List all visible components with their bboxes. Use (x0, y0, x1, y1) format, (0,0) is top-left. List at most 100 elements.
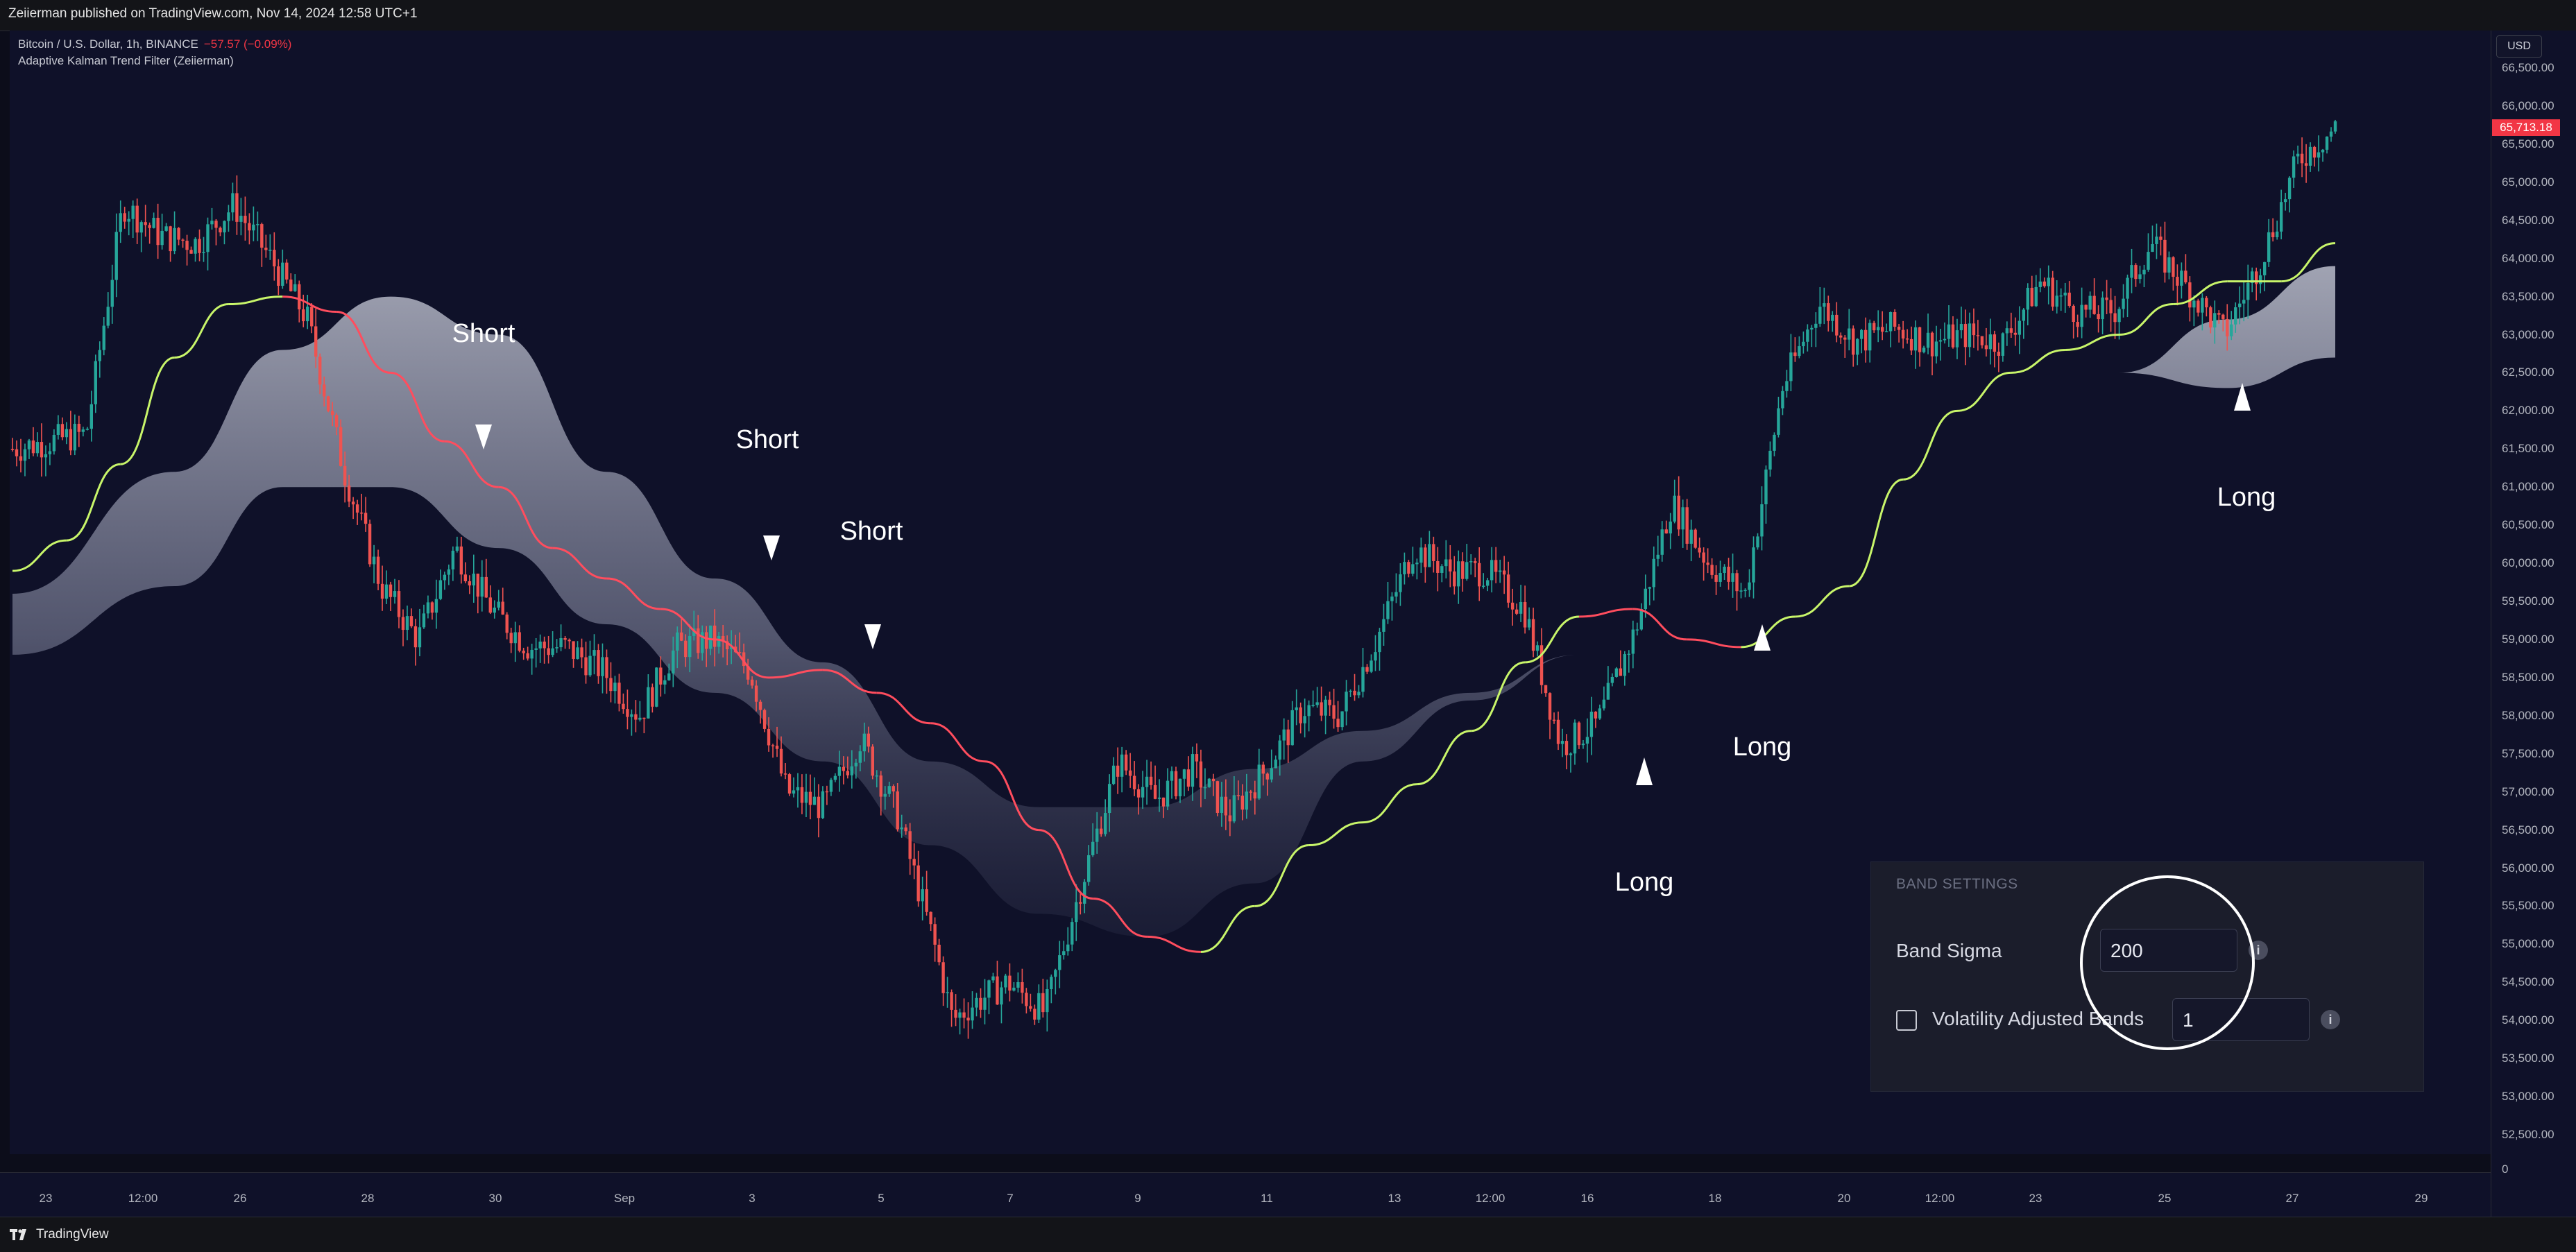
candle-body (1685, 507, 1689, 544)
candle-body (717, 635, 721, 647)
candle-body (1345, 692, 1348, 712)
candle (384, 570, 389, 604)
candle (2130, 248, 2133, 293)
indicator-legend[interactable]: Adaptive Kalman Trend Filter (Zeiierman) (18, 54, 234, 67)
candle (1523, 585, 1527, 634)
time-scale[interactable] (0, 1172, 2491, 1217)
candle (1403, 552, 1406, 585)
candle (705, 626, 708, 667)
trend-line-segment (660, 608, 715, 641)
candle-body (522, 651, 525, 653)
candle-body (2051, 277, 2054, 307)
candle (1527, 607, 1531, 631)
price-scale[interactable] (2491, 31, 2576, 1217)
candle-body (1644, 588, 1647, 610)
candle (476, 573, 479, 614)
candle (2279, 189, 2283, 240)
candle (1349, 689, 1352, 697)
candle (1386, 581, 1390, 624)
candle (231, 182, 234, 221)
candle-body (1926, 332, 1930, 348)
candle (854, 758, 858, 779)
candle (626, 689, 629, 730)
candle (1370, 654, 1373, 674)
candle-body (1984, 345, 1988, 350)
candle (2321, 148, 2325, 162)
trend-line-segment (2011, 348, 2065, 374)
candle (69, 411, 73, 456)
candle (2001, 332, 2005, 362)
candle (389, 581, 393, 612)
candle-body (1664, 529, 1668, 534)
tradingview-logo[interactable]: TradingView (10, 1227, 109, 1242)
candle-body (663, 680, 667, 685)
candle-body (1760, 504, 1764, 537)
candle-body (418, 627, 422, 648)
candle (617, 674, 621, 712)
candle (1827, 295, 1830, 332)
candle-body (1798, 346, 1801, 357)
candle-body (19, 456, 23, 461)
candle-body (2300, 153, 2304, 164)
candle-body (368, 524, 372, 565)
candle-body (1436, 560, 1440, 573)
candle (2283, 192, 2287, 211)
candle-body (484, 576, 488, 598)
symbol-legend[interactable]: Bitcoin / U.S. Dollar, 1h, BINANCE −57.57… (18, 36, 291, 53)
candle (1469, 554, 1473, 575)
candle-body (954, 1009, 957, 1018)
candle-body (2226, 318, 2229, 336)
candle (2167, 251, 2171, 280)
candle-body (1220, 796, 1224, 813)
annotation-layer: Short Short Short Long Long Long (452, 319, 2276, 897)
candle-body (796, 787, 800, 791)
candle-body (1702, 552, 1705, 563)
currency-button[interactable]: USD (2496, 35, 2542, 58)
candle (1357, 685, 1360, 698)
candle (2188, 276, 2192, 322)
candle-body (110, 280, 114, 307)
candle-body (455, 546, 459, 551)
candle (351, 497, 355, 520)
tradingview-logo-icon (10, 1229, 26, 1240)
candle (979, 988, 982, 1018)
candle-body (804, 791, 808, 803)
candle-body (343, 465, 347, 486)
candle (1107, 774, 1111, 832)
candle-body (1777, 408, 1780, 435)
candle-body (592, 650, 596, 656)
candle-body (871, 746, 874, 776)
candle-body (497, 601, 500, 608)
candle (1959, 307, 1963, 338)
candle (1407, 560, 1410, 578)
candle-body (413, 626, 418, 648)
candle-body (921, 889, 924, 902)
candle-body (1756, 536, 1759, 548)
trend-line-segment (1578, 608, 1633, 618)
info-icon[interactable]: i (2321, 1010, 2340, 1029)
trend-line-segment (1363, 783, 1417, 824)
candle (605, 649, 608, 694)
candle-body (1079, 902, 1082, 904)
candle-body (285, 262, 289, 280)
candle-body (1490, 560, 1494, 581)
candle (1290, 701, 1294, 746)
candle (842, 756, 846, 784)
candle (1203, 768, 1207, 800)
candle-body (538, 641, 542, 649)
candle-body (2134, 265, 2138, 280)
candle (2092, 278, 2096, 315)
candle-body (106, 307, 110, 326)
trend-line-segment (1741, 615, 1795, 649)
volatility-checkbox[interactable] (1896, 1010, 1917, 1031)
candle-body (551, 648, 554, 655)
candle (244, 196, 247, 241)
candle-body (202, 252, 205, 253)
candle-body (273, 250, 276, 267)
candle-body (1357, 692, 1360, 696)
candle (1211, 773, 1216, 796)
candle (1560, 728, 1564, 757)
candle (1880, 311, 1884, 341)
candle-body (991, 976, 995, 981)
